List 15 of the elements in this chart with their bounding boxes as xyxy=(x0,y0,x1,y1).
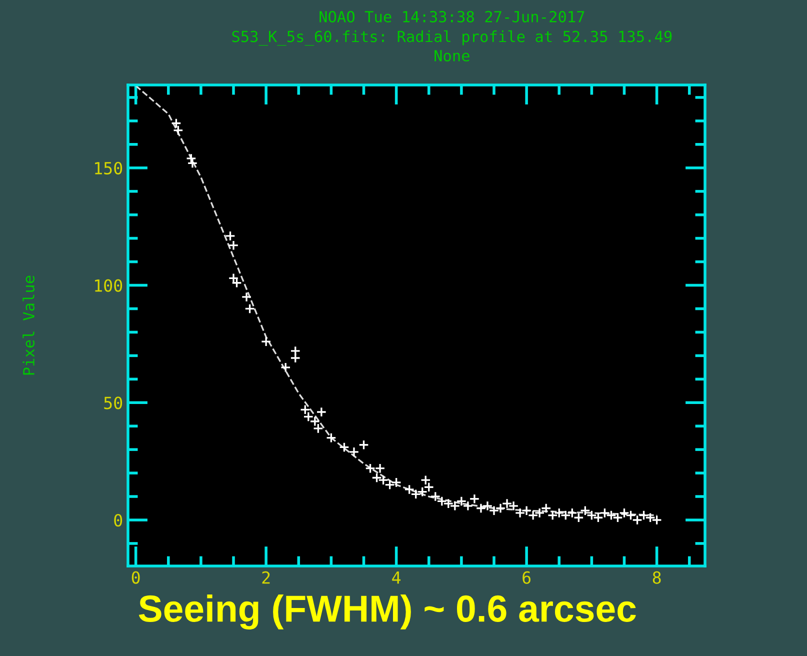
x-tick-label: 8 xyxy=(652,571,661,584)
x-tick-label: 6 xyxy=(522,571,530,584)
y-tick-label: 0 xyxy=(114,514,122,527)
y-tick-label: 150 xyxy=(95,162,122,174)
text: None xyxy=(434,50,470,62)
x-tick-label: 4 xyxy=(392,571,401,584)
y-axis-title: Pixel Value xyxy=(22,276,35,375)
chart-subtitle: S53_K_5s_60.fits: Radial profile at 52.35 135.49 xyxy=(232,30,672,46)
y-tick-label: 100 xyxy=(95,279,122,292)
x-tick-label: 0 xyxy=(132,571,140,584)
y-tick-label: 50 xyxy=(104,396,122,410)
line-series xyxy=(134,85,658,516)
text: Seeing (FWHM) ~ 0.6 arcsec xyxy=(138,594,636,630)
chart-title: NOAO Tue 14:33:38 27-Jun-2017 xyxy=(320,10,584,22)
x-tick-label: 2 xyxy=(262,571,270,584)
